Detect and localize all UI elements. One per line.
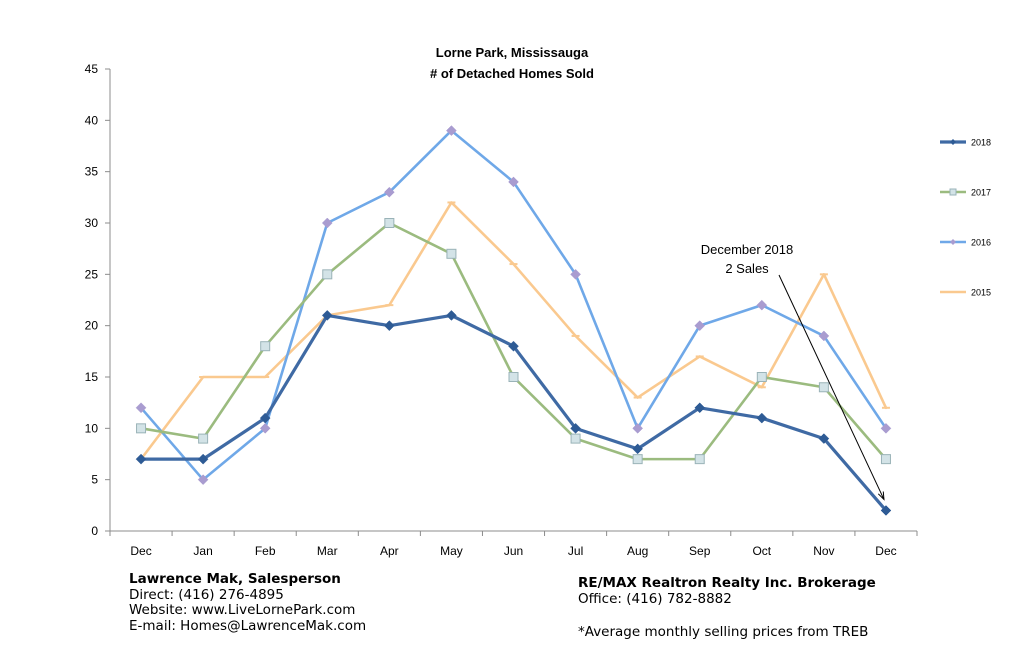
chart-subtitle: # of Detached Homes Sold <box>430 66 594 81</box>
legend-item-2018: 2018 <box>940 138 991 148</box>
data-point <box>508 372 519 382</box>
y-tick-label: 45 <box>85 62 99 76</box>
data-point <box>570 422 581 434</box>
y-tick-label: 25 <box>85 267 99 281</box>
data-point <box>756 372 767 382</box>
data-point <box>135 402 147 414</box>
chart-title: Lorne Park, Mississauga <box>436 45 589 60</box>
x-tick-label: Dec <box>130 544 151 558</box>
x-tick-label: Sep <box>689 544 711 558</box>
data-point <box>694 454 705 465</box>
data-point <box>818 433 830 444</box>
y-tick-label: 40 <box>85 113 99 127</box>
annotation-arrow <box>778 274 885 500</box>
data-point <box>880 422 892 434</box>
y-tick-label: 15 <box>85 370 99 384</box>
x-tick-label: Jul <box>568 544 583 558</box>
annotation-line-2: 2 Sales <box>725 261 769 276</box>
data-point <box>508 340 519 352</box>
data-point <box>197 474 209 486</box>
data-point <box>198 433 209 444</box>
legend-label: 2016 <box>971 238 991 248</box>
data-point <box>259 412 271 424</box>
legend-item-2017: 2017 <box>940 188 991 198</box>
data-point <box>260 341 271 352</box>
brokerage-office-phone: Office: (416) 782-8882 <box>578 590 732 607</box>
x-tick-label: Dec <box>875 544 896 558</box>
data-point <box>818 382 829 393</box>
agent-name: Lawrence Mak, Salesperson <box>129 571 341 587</box>
data-point <box>322 269 333 280</box>
data-point <box>694 320 706 332</box>
data-point <box>321 310 333 321</box>
agent-direct-phone: Direct: (416) 276-4895 <box>129 586 284 603</box>
x-tick-label: Jan <box>193 544 212 558</box>
data-point <box>446 125 457 136</box>
x-tick-label: Feb <box>255 544 276 558</box>
data-point <box>756 412 768 424</box>
data-point <box>321 217 333 229</box>
x-tick-label: May <box>440 544 463 558</box>
source-note: *Average monthly selling prices from TRE… <box>578 624 869 640</box>
data-point <box>818 330 830 342</box>
annotation-line-1: December 2018 <box>701 242 794 257</box>
data-point <box>632 454 643 465</box>
legend-item-2016: 2016 <box>940 238 991 248</box>
brokerage-name: RE/MAX Realtron Realty Inc. Brokerage <box>578 575 876 591</box>
legend-marker <box>950 139 956 145</box>
data-point <box>570 268 581 280</box>
data-point <box>880 505 892 516</box>
x-tick-label: Apr <box>380 544 399 558</box>
x-tick-label: Jun <box>504 544 523 558</box>
data-point <box>446 310 457 321</box>
footer-brokerage-info: RE/MAX Realtron Realty Inc. Brokerage Of… <box>578 575 876 641</box>
data-point <box>632 443 644 455</box>
x-tick-label: Aug <box>627 544 648 558</box>
y-tick-label: 20 <box>85 319 99 333</box>
data-point <box>446 248 457 259</box>
x-tick-label: Mar <box>317 544 338 558</box>
axes: 0 5 10 15 20 25 30 35 40 45 Dec Jan Feb Mar Apr May Jun J… <box>85 62 918 558</box>
agent-website: Website: www.LiveLornePark.com <box>129 602 356 618</box>
data-point <box>197 453 209 465</box>
legend: 2018 2017 2016 2015 <box>940 138 991 298</box>
series-2018 <box>135 310 892 516</box>
data-point <box>880 454 891 465</box>
data-point <box>632 422 644 434</box>
data-point <box>570 433 581 444</box>
series-2016 <box>135 125 892 486</box>
data-point <box>135 453 147 465</box>
annotation-arrowhead <box>877 491 885 501</box>
data-point <box>136 423 147 434</box>
x-tick-label: Nov <box>813 544 834 558</box>
annotation: December 2018 2 Sales <box>701 242 885 501</box>
x-tick-label: Oct <box>752 544 771 558</box>
y-tick-label: 30 <box>85 216 99 230</box>
legend-label: 2017 <box>971 188 991 198</box>
series-2017 <box>136 218 891 465</box>
y-tick-label: 0 <box>91 524 98 538</box>
y-tick-label: 35 <box>85 165 99 179</box>
y-tick-label: 5 <box>91 473 98 487</box>
data-point <box>383 320 395 332</box>
line-chart: Lorne Park, Mississauga # of Detached Ho… <box>85 45 991 558</box>
legend-label: 2015 <box>971 288 991 298</box>
series-layer <box>135 125 892 516</box>
data-point <box>259 422 271 434</box>
agent-email: E-mail: Homes@LawrenceMak.com <box>129 617 367 634</box>
data-point <box>694 402 706 414</box>
legend-marker <box>950 239 956 245</box>
data-point <box>756 299 768 311</box>
data-point <box>508 176 519 188</box>
footer-agent-info: Lawrence Mak, Salesperson Direct: (416) … <box>129 571 367 634</box>
legend-marker <box>949 188 957 196</box>
data-point <box>384 218 395 228</box>
data-point <box>383 186 395 198</box>
legend-label: 2018 <box>971 138 991 148</box>
legend-item-2015: 2015 <box>940 288 991 298</box>
series-2015 <box>137 201 890 461</box>
y-tick-label: 10 <box>85 421 99 435</box>
